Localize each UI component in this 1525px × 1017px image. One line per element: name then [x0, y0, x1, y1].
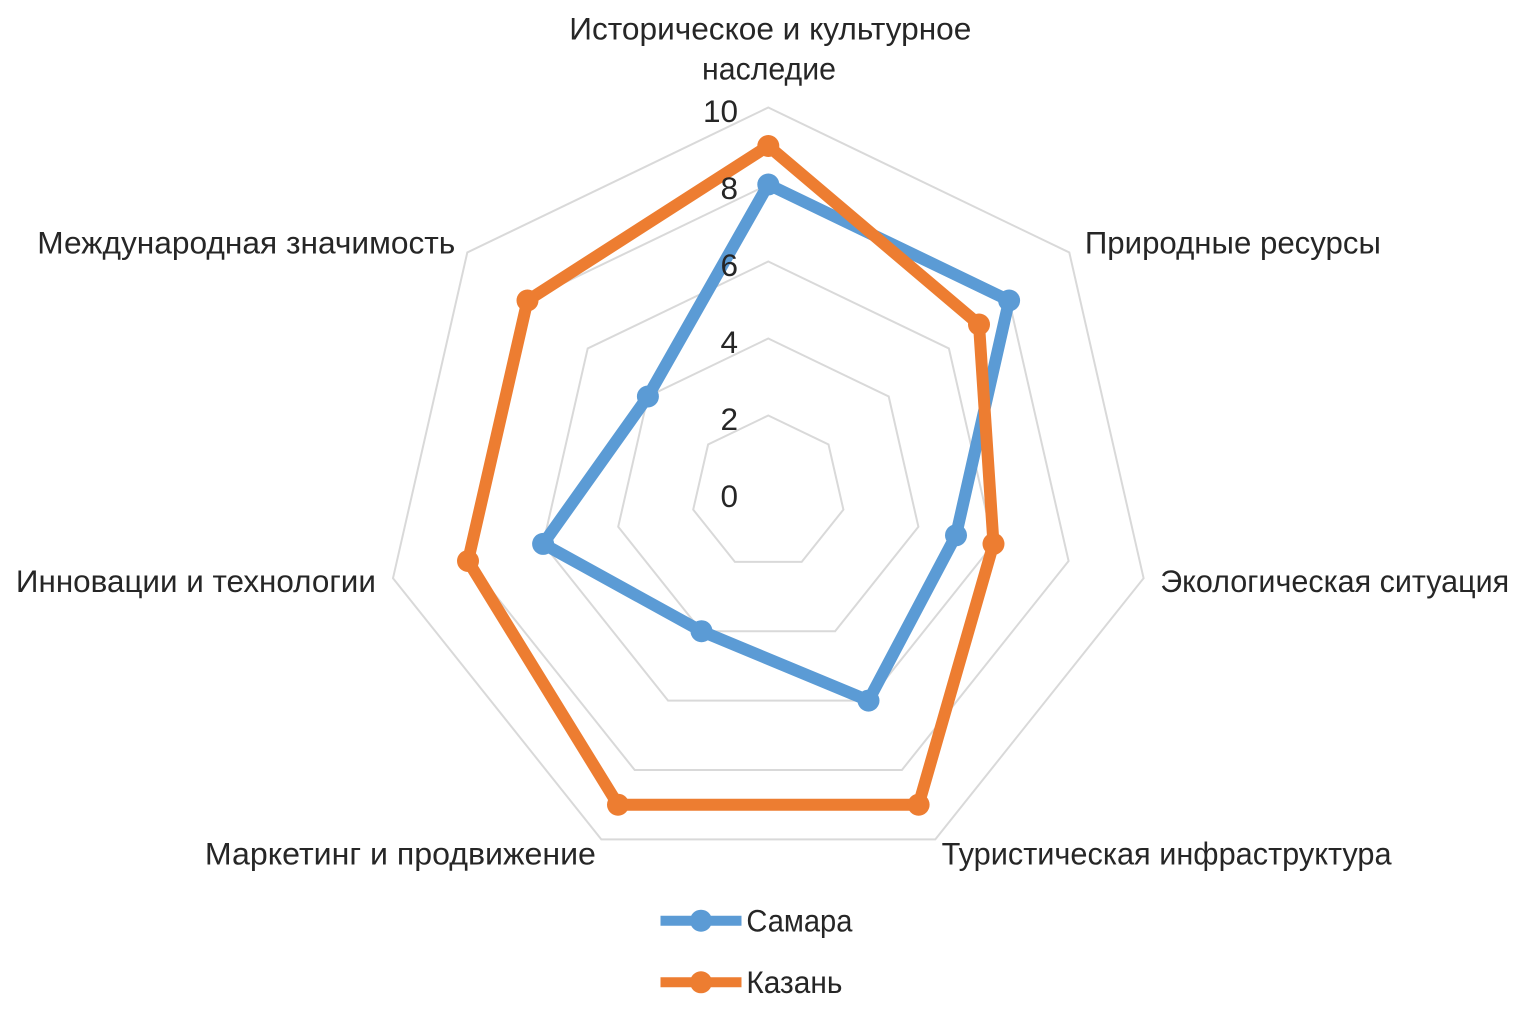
svg-text:Международная значимость: Международная значимость [37, 225, 455, 261]
svg-text:10: 10 [703, 93, 738, 129]
svg-text:6: 6 [720, 247, 738, 283]
svg-text:Экологическая ситуация: Экологическая ситуация [1160, 563, 1509, 599]
svg-text:4: 4 [720, 324, 738, 360]
svg-text:2: 2 [720, 401, 738, 437]
svg-text:Самара: Самара [746, 902, 852, 938]
svg-text:Историческое и культурное: Историческое и культурное [569, 11, 971, 47]
svg-text:Инновации и технологии: Инновации и технологии [16, 563, 376, 599]
svg-text:8: 8 [720, 170, 738, 206]
svg-text:Казань: Казань [746, 964, 842, 1000]
svg-text:наследие: наследие [702, 50, 836, 86]
svg-text:0: 0 [720, 478, 738, 514]
svg-text:Маркетинг и продвижение: Маркетинг и продвижение [205, 836, 596, 872]
svg-text:Природные ресурсы: Природные ресурсы [1085, 225, 1381, 261]
svg-text:Туристическая инфраструктура: Туристическая инфраструктура [942, 836, 1392, 872]
